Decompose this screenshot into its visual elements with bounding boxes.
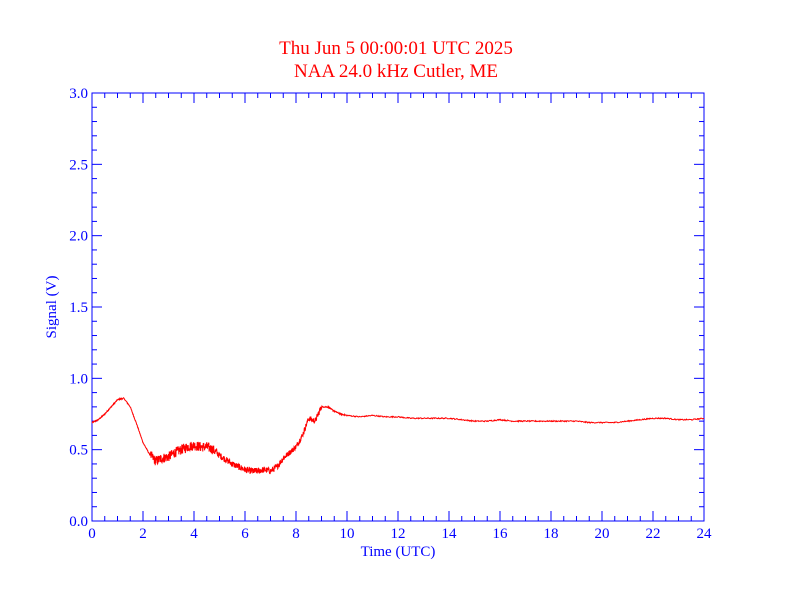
y-axis-label: Signal (V) [44,276,60,339]
y-tick-label: 1.0 [69,371,88,387]
x-tick-label: 6 [241,526,249,542]
axis-ticks [91,92,705,522]
y-tick-label: 3.0 [69,86,88,102]
x-tick-label: 4 [190,526,198,542]
x-tick-label: 24 [697,526,713,542]
plot-frame [91,92,705,522]
x-tick-label: 0 [88,526,96,542]
x-tick-label: 10 [340,526,355,542]
x-tick-label: 18 [544,526,559,542]
chart-subtitle: NAA 24.0 kHz Cutler, ME [294,61,498,82]
axis-tick-labels: 0 2 4 6 8 10 12 14 16 18 20 22 240.00.51.01.52.02.53… [69,86,712,542]
x-tick-label: 20 [595,526,610,542]
y-tick-label: 0.5 [69,443,88,459]
x-tick-label: 2 [139,526,147,542]
x-tick-label: 14 [442,526,458,542]
y-tick-label: 2.5 [69,157,88,173]
y-tick-label: 0.0 [69,514,88,530]
x-tick-label: 16 [493,526,509,542]
series-line-signal [91,396,705,475]
x-axis-label: Time (UTC) [361,544,436,560]
x-tick-label: 22 [646,526,661,542]
x-tick-label: 12 [391,526,406,542]
chart-title: Thu Jun 5 00:00:01 UTC 2025 [279,38,513,59]
y-tick-label: 2.0 [69,229,88,245]
x-tick-label: 8 [292,526,300,542]
y-tick-label: 1.5 [69,300,88,316]
